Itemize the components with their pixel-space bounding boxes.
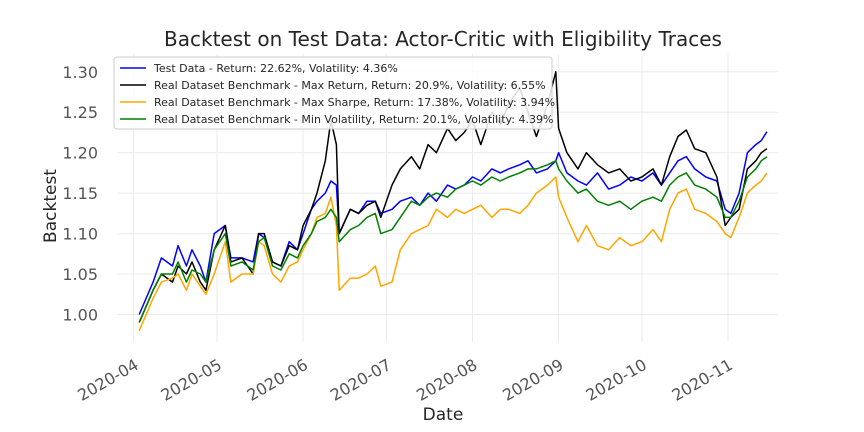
legend-box (113, 56, 553, 130)
y-tick-label: 1.30 (62, 63, 98, 82)
y-axis-ticks: 1.00 1.05 1.10 1.15 1.20 1.25 1.30 (62, 63, 98, 325)
chart-title: Backtest on Test Data: Actor-Critic with… (164, 27, 722, 51)
legend: Test Data - Return: 22.62%, Volatility: … (113, 56, 555, 130)
series-lines (138, 71, 768, 331)
legend-label-2: Real Dataset Benchmark - Max Sharpe, Ret… (154, 96, 555, 109)
y-tick-label: 1.20 (62, 144, 98, 163)
y-tick-label: 1.00 (62, 305, 98, 324)
series-line-1 (138, 71, 768, 323)
y-tick-label: 1.10 (62, 225, 98, 244)
y-tick-label: 1.05 (62, 265, 98, 284)
y-tick-label: 1.25 (62, 103, 98, 122)
legend-label-3: Real Dataset Benchmark - Min Volatility,… (154, 113, 553, 126)
x-axis-label: Date (423, 405, 464, 425)
legend-entries: Test Data - Return: 22.62%, Volatility: … (120, 62, 555, 126)
legend-label-0: Test Data - Return: 22.62%, Volatility: … (153, 62, 398, 75)
series-line-0 (138, 131, 768, 315)
series-line-2 (138, 172, 768, 331)
series-line-3 (138, 156, 768, 323)
y-axis-label: Backtest (41, 169, 61, 243)
legend-label-1: Real Dataset Benchmark - Max Return, Ret… (154, 79, 546, 92)
y-tick-label: 1.15 (62, 184, 98, 203)
